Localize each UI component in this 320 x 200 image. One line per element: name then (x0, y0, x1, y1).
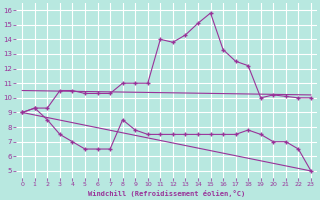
X-axis label: Windchill (Refroidissement éolien,°C): Windchill (Refroidissement éolien,°C) (88, 190, 245, 197)
